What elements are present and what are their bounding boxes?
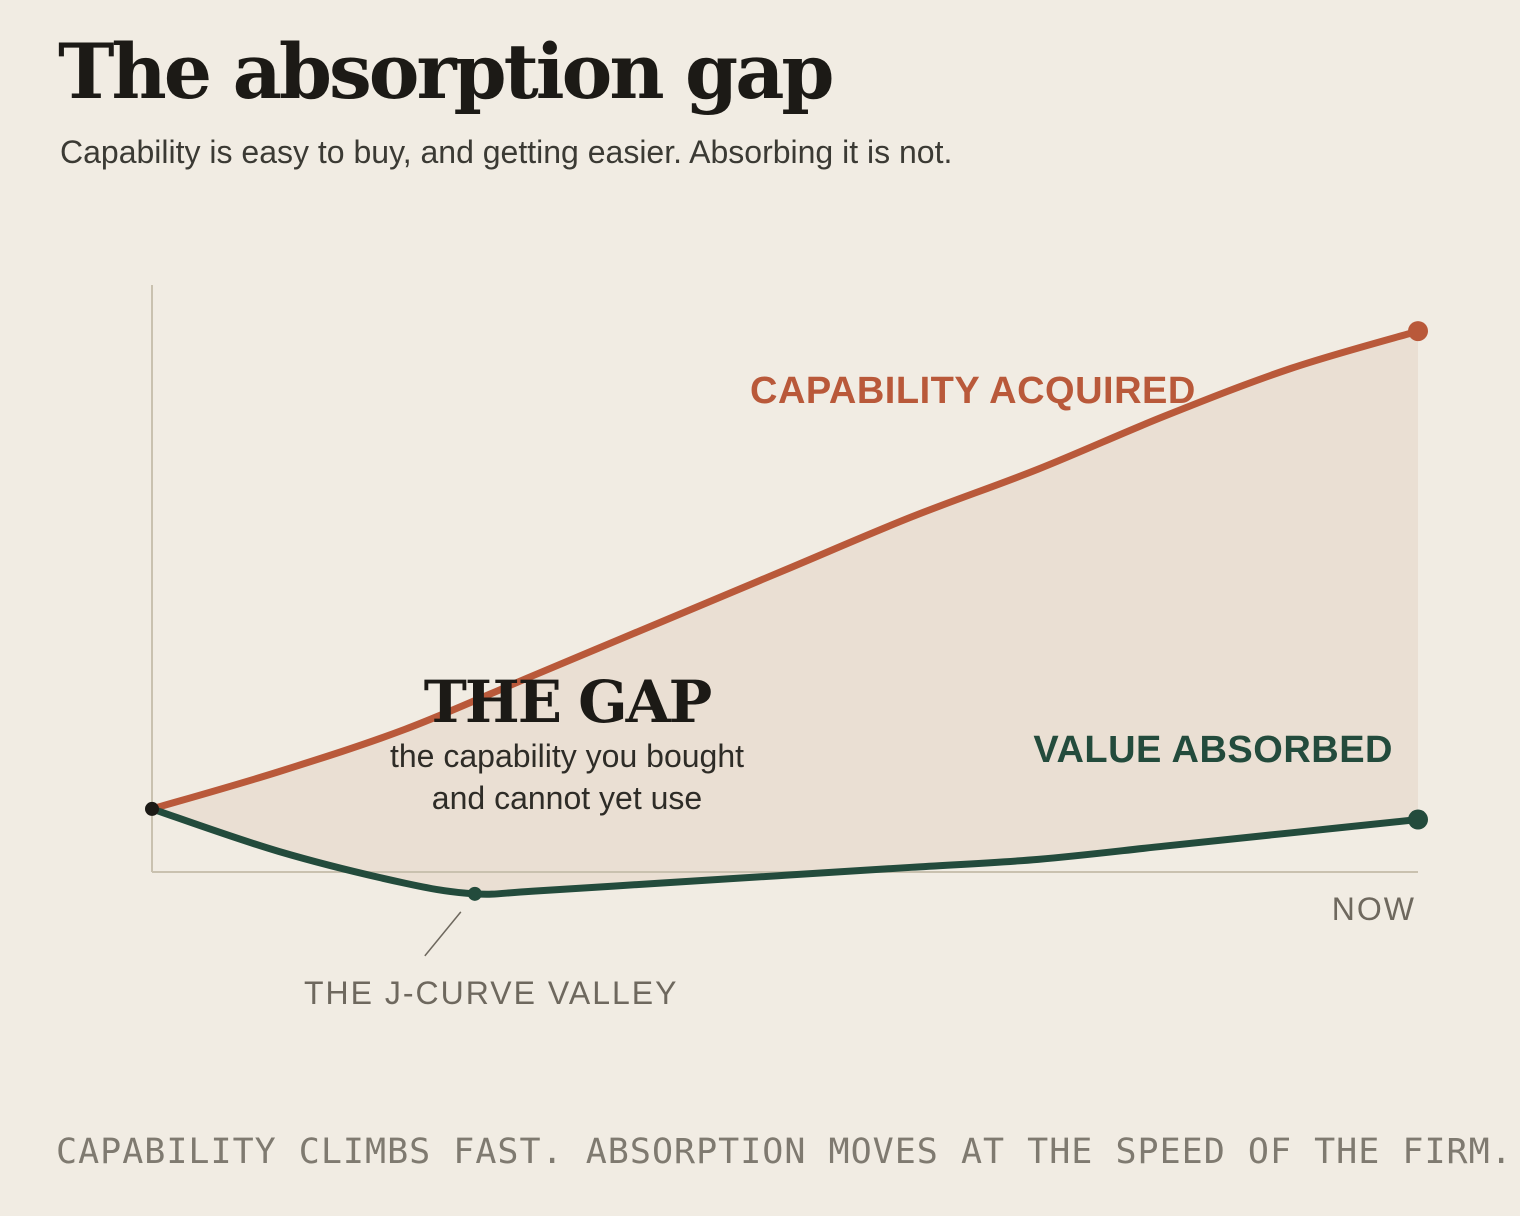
capability-series-line: [148, 327, 1422, 813]
gap-area: [152, 331, 1418, 895]
chart-subtitle: Capability is easy to buy, and getting e…: [60, 134, 953, 170]
capability-end-point: [1408, 321, 1428, 342]
absorbed-end-point: [1408, 809, 1428, 830]
valley-leader-line: [424, 911, 462, 957]
valley-point: [467, 886, 482, 901]
valley-annotation-label: THE J-CURVE VALLEY: [304, 975, 678, 1011]
gap-annotation-title: THE GAP: [424, 668, 712, 736]
absorbed-series-line: [148, 805, 1422, 898]
origin-point: [145, 801, 159, 816]
capability-series-label: CAPABILITY ACQUIRED: [750, 370, 1196, 412]
absorbed-series-label: VALUE ABSORBED: [1033, 729, 1393, 771]
gap-annotation-line1: the capability you bought: [390, 738, 744, 774]
x-tick-label-now: NOW: [1332, 891, 1416, 927]
footer-caption: CAPABILITY CLIMBS FAST. ABSORPTION MOVES…: [56, 1132, 1513, 1172]
gap-annotation-line2: and cannot yet use: [432, 780, 702, 816]
chart-title: The absorption gap: [58, 27, 835, 116]
